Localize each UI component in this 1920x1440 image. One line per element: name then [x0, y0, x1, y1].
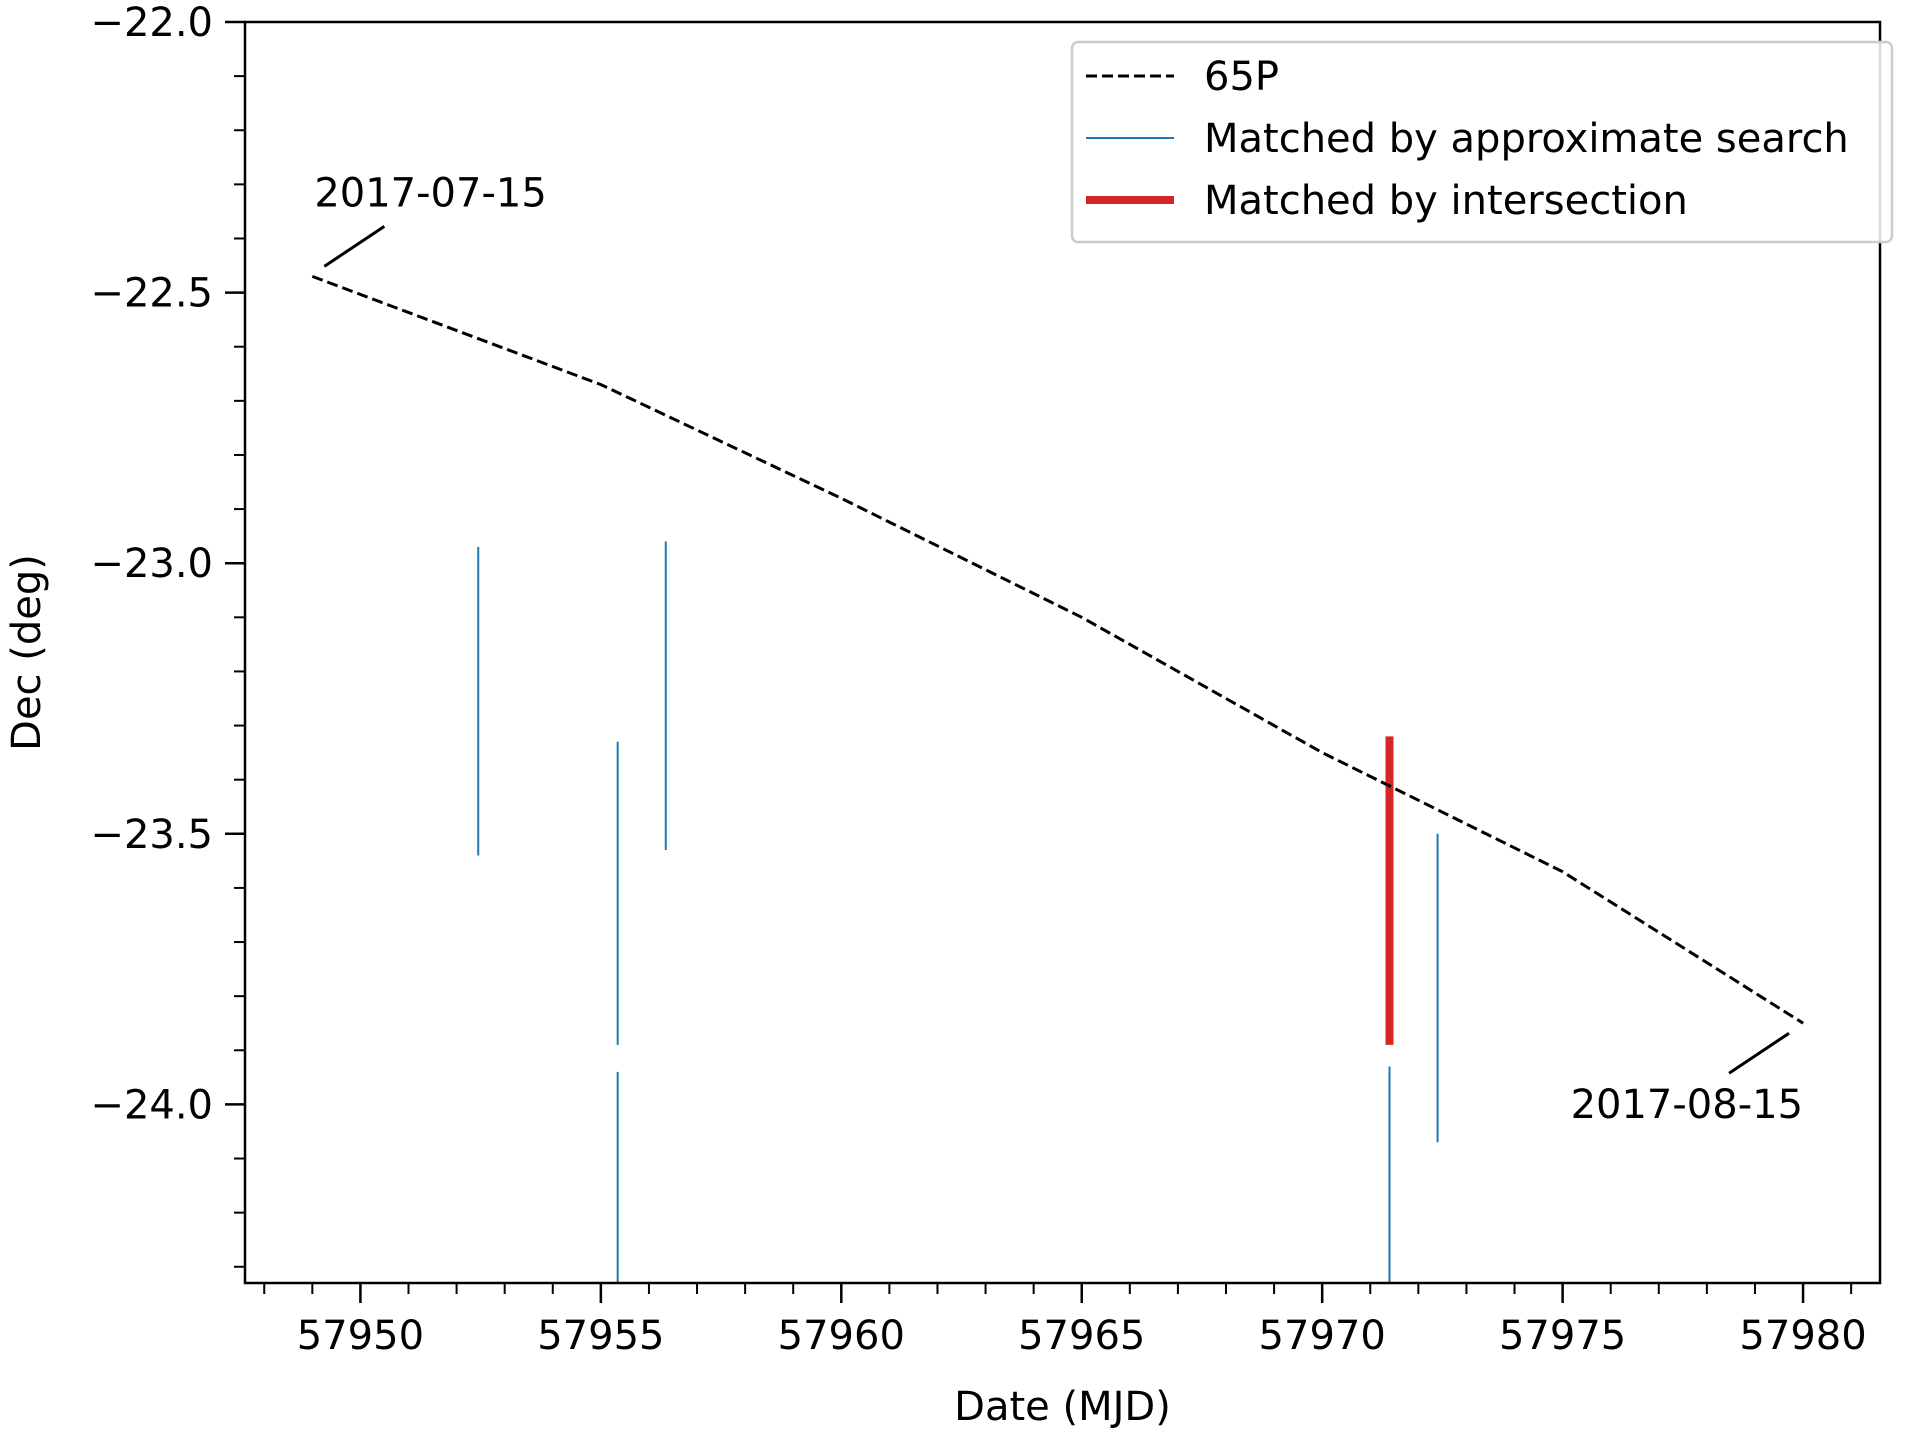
x-tick-label: 57950 — [297, 1313, 424, 1359]
x-tick-label: 57965 — [1018, 1313, 1145, 1359]
x-axis-label: Date (MJD) — [954, 1384, 1171, 1430]
legend: 65P Matched by approximate search Matched … — [1070, 40, 1894, 244]
series-line-65p — [311, 274, 1804, 1025]
plot-marks — [311, 274, 1804, 1283]
annotations: 2017-07-15 2017-08-15 — [314, 170, 1803, 1128]
y-tick-label: −23.0 — [90, 541, 213, 587]
legend-label-intersection: Matched by intersection — [1204, 178, 1688, 224]
annotation-end-date: 2017-08-15 — [1571, 1082, 1803, 1128]
y-tick-label: −22.0 — [90, 0, 213, 46]
x-axis: 57950 57955 57960 57965 57970 57975 57980 — [263, 1283, 1867, 1359]
legend-label-65p: 65P — [1204, 54, 1279, 100]
y-tick-label: −24.0 — [90, 1082, 213, 1128]
annotation-leader-end — [1728, 1031, 1790, 1075]
x-tick-label: 57960 — [778, 1313, 905, 1359]
y-axis: −22.0 −22.5 −23.0 −23.5 −24.0 — [90, 0, 245, 1268]
x-tick-label: 57970 — [1259, 1313, 1386, 1359]
annotation-leader-start — [323, 225, 386, 268]
x-tick-label: 57955 — [537, 1313, 664, 1359]
annotation-start-date: 2017-07-15 — [314, 170, 546, 216]
legend-box — [1070, 40, 1894, 244]
x-tick-label: 57980 — [1739, 1313, 1866, 1359]
x-tick-label: 57975 — [1499, 1313, 1626, 1359]
y-tick-label: −23.5 — [90, 812, 213, 858]
plot-frame — [243, 20, 1882, 1285]
y-tick-label: −22.5 — [90, 271, 213, 317]
y-axis-label: Dec (deg) — [4, 554, 50, 751]
legend-label-approx: Matched by approximate search — [1204, 116, 1849, 162]
